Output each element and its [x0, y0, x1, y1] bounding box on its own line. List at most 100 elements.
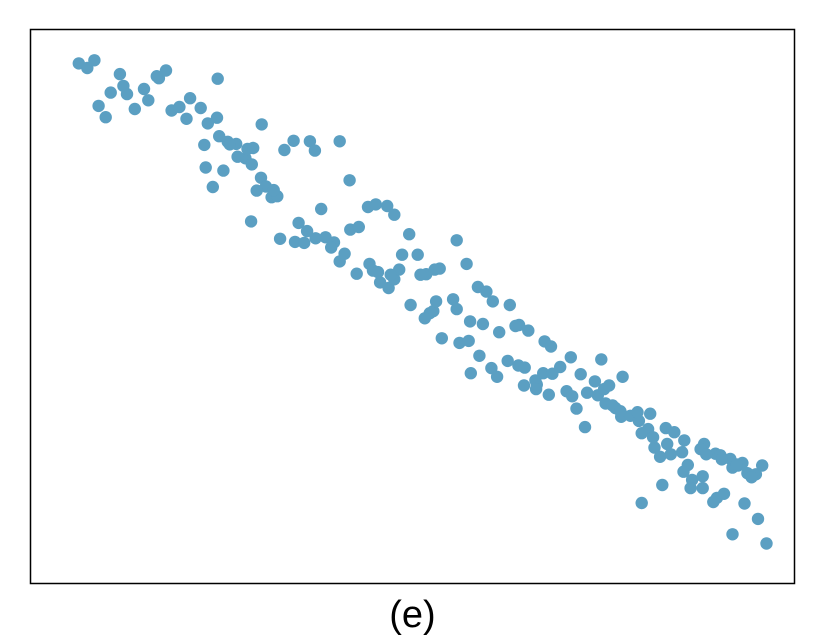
scatter-point: [717, 487, 731, 500]
scatter-point: [429, 295, 443, 308]
scatter-point: [564, 351, 577, 364]
scatter-point: [273, 232, 287, 245]
scatter-point: [88, 54, 101, 67]
scatter-point: [404, 298, 417, 312]
scatter-point: [180, 112, 193, 126]
scatter-point: [352, 220, 365, 234]
scatter-point: [460, 257, 473, 271]
scatter-point: [333, 135, 346, 148]
scatter-point: [288, 235, 302, 249]
scatter-point: [338, 247, 351, 260]
scatter-point: [99, 111, 112, 124]
scatter-point: [303, 135, 317, 148]
scatter-point: [738, 497, 751, 510]
scatter-point: [518, 361, 531, 374]
scatter-point: [411, 248, 424, 261]
scatter-point: [677, 465, 690, 478]
scatter-point: [486, 295, 499, 308]
scatter-point: [574, 368, 587, 381]
scatter-point: [414, 268, 427, 281]
data-points: [72, 54, 773, 550]
scatter-point: [315, 202, 328, 216]
scatter-point: [570, 402, 583, 415]
scatter-point: [463, 315, 477, 328]
scatter-point: [646, 431, 660, 444]
scatter-point: [751, 512, 765, 526]
scatter-point: [384, 268, 397, 281]
scatter-point: [648, 441, 661, 454]
scatter-point: [542, 388, 555, 401]
scatter-point: [300, 224, 314, 238]
scatter-point: [194, 101, 207, 115]
scatter-point: [292, 216, 305, 230]
scatter-point: [566, 390, 579, 403]
scatter-point: [435, 332, 448, 345]
scatter-point: [388, 208, 401, 221]
scatter-point: [664, 448, 677, 461]
scatter-point: [588, 375, 602, 388]
scatter-point: [142, 94, 155, 107]
scatter-point: [730, 458, 743, 471]
scatter-point: [517, 379, 531, 392]
scatter-point: [278, 143, 291, 157]
scatter-point: [213, 130, 226, 143]
scatter-point: [245, 158, 258, 171]
scatter-point: [92, 99, 105, 113]
scatter-point: [756, 459, 769, 472]
scatter-point: [529, 382, 543, 396]
scatter-point: [343, 174, 356, 187]
scatter-point: [656, 478, 669, 492]
scatter-point: [210, 111, 224, 124]
chart-caption: (e): [389, 594, 436, 636]
scatter-point: [614, 405, 627, 418]
scatter-point: [450, 234, 463, 247]
scatter-point: [395, 248, 409, 261]
scatter-point: [350, 267, 363, 280]
scatter-point: [480, 285, 493, 298]
scatter-point: [653, 450, 667, 463]
scatter-point: [675, 446, 689, 459]
scatter-point: [267, 183, 280, 197]
scatter-point: [595, 353, 608, 366]
scatter-point: [726, 528, 739, 541]
scatter-point: [668, 426, 681, 439]
scatter-point: [661, 437, 674, 451]
scatter-point: [554, 360, 567, 374]
scatter-point: [544, 340, 558, 353]
scatter-point: [450, 302, 463, 316]
scatter-point: [418, 312, 431, 325]
scatter-point: [403, 228, 416, 241]
scatter-point: [635, 496, 648, 510]
scatter-point: [476, 317, 490, 331]
scatter-point: [206, 180, 219, 194]
scatter-point: [707, 495, 720, 509]
scatter-point: [537, 367, 550, 380]
scatter-point: [580, 386, 594, 399]
scatter-point: [173, 100, 186, 114]
scatter-point: [287, 134, 300, 147]
scatter-point: [199, 161, 212, 174]
scatter-point: [159, 64, 173, 77]
scatter-point: [464, 367, 477, 380]
plot-frame: [29, 28, 796, 585]
scatter-point: [696, 470, 709, 483]
scatter-point: [616, 370, 629, 383]
scatter-point: [715, 453, 728, 466]
scatter-point: [223, 138, 236, 151]
scatter-point: [231, 150, 244, 163]
scatter-point: [298, 236, 311, 250]
scatter-point: [602, 379, 616, 392]
scatter-point: [137, 82, 151, 96]
scatter-point: [183, 92, 197, 105]
scatter-point: [578, 420, 592, 434]
scatter-point: [211, 72, 224, 85]
scatter-point: [509, 319, 522, 333]
scatter-point: [309, 232, 322, 245]
scatter-point: [201, 117, 214, 130]
scatter-point: [760, 537, 773, 550]
scatter-point: [446, 293, 460, 306]
scatter-point: [490, 370, 504, 383]
scatter-point: [198, 138, 211, 152]
